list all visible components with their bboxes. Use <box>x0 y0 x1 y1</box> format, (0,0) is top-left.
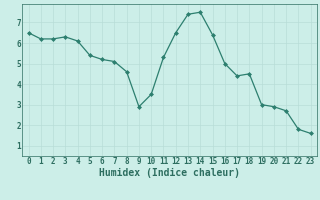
X-axis label: Humidex (Indice chaleur): Humidex (Indice chaleur) <box>99 168 240 178</box>
